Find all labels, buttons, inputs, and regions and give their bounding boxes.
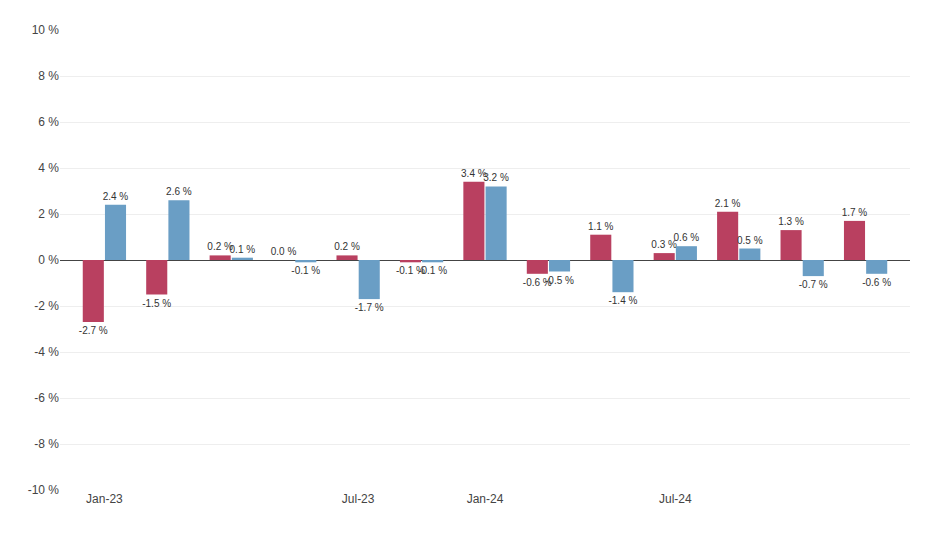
svg-text:2.4 %: 2.4 % <box>103 191 129 202</box>
svg-text:-1.4 %: -1.4 % <box>608 295 637 306</box>
svg-text:Jan-23: Jan-23 <box>86 492 123 506</box>
svg-text:2 %: 2 % <box>38 207 59 221</box>
svg-text:-0.5 %: -0.5 % <box>545 275 574 286</box>
svg-text:0.2 %: 0.2 % <box>207 241 233 252</box>
svg-text:1.1 %: 1.1 % <box>588 221 614 232</box>
svg-text:Jul-23: Jul-23 <box>342 492 375 506</box>
svg-text:0 %: 0 % <box>38 253 59 267</box>
svg-text:-4 %: -4 % <box>34 345 59 359</box>
svg-text:1.7 %: 1.7 % <box>842 207 868 218</box>
svg-text:-0.1 %: -0.1 % <box>396 265 425 276</box>
svg-text:Jul-24: Jul-24 <box>659 492 692 506</box>
svg-text:-0.1 %: -0.1 % <box>291 265 320 276</box>
svg-text:0.3 %: 0.3 % <box>651 239 677 250</box>
svg-text:-2.7 %: -2.7 % <box>79 325 108 336</box>
svg-text:6 %: 6 % <box>38 115 59 129</box>
svg-text:0.5 %: 0.5 % <box>737 235 763 246</box>
svg-text:8 %: 8 % <box>38 69 59 83</box>
svg-text:1.3 %: 1.3 % <box>778 216 804 227</box>
svg-text:0.2 %: 0.2 % <box>334 241 360 252</box>
svg-text:-0.6 %: -0.6 % <box>523 277 552 288</box>
svg-text:-0.7 %: -0.7 % <box>799 279 828 290</box>
svg-text:0.1 %: 0.1 % <box>230 244 256 255</box>
svg-text:4 %: 4 % <box>38 161 59 175</box>
svg-text:-0.6 %: -0.6 % <box>862 277 891 288</box>
svg-text:10 %: 10 % <box>32 23 60 37</box>
svg-text:-1.7 %: -1.7 % <box>355 302 384 313</box>
svg-text:Jan-24: Jan-24 <box>467 492 504 506</box>
svg-text:3.2 %: 3.2 % <box>483 172 509 183</box>
svg-text:-2 %: -2 % <box>34 299 59 313</box>
svg-text:3.4 %: 3.4 % <box>461 168 487 179</box>
svg-text:2.6 %: 2.6 % <box>166 186 192 197</box>
svg-text:-6 %: -6 % <box>34 391 59 405</box>
svg-text:-0.1 %: -0.1 % <box>418 265 447 276</box>
svg-text:0.0 %: 0.0 % <box>271 246 297 257</box>
svg-text:-8 %: -8 % <box>34 437 59 451</box>
svg-text:-1.5 %: -1.5 % <box>142 298 171 309</box>
svg-text:-10 %: -10 % <box>28 483 60 497</box>
svg-text:2.1 %: 2.1 % <box>715 198 741 209</box>
svg-text:0.6 %: 0.6 % <box>674 232 700 243</box>
